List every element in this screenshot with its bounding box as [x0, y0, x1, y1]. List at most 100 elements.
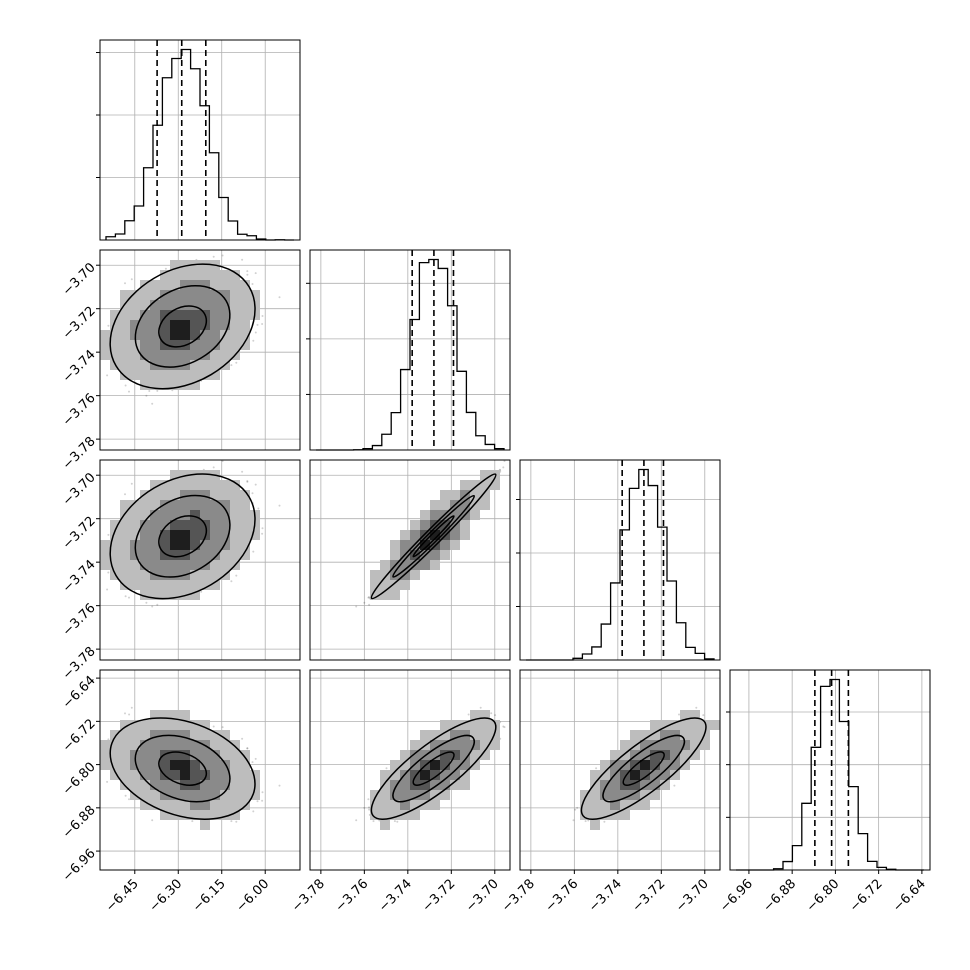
contour-2: [580, 717, 707, 821]
density-cell: [670, 770, 680, 780]
density-cell: [140, 380, 150, 390]
density-cell: [660, 770, 670, 780]
density-cell: [180, 720, 190, 730]
contour-0: [412, 751, 455, 786]
density-cell: [230, 790, 240, 800]
density-cell: [480, 730, 490, 740]
density-cell: [380, 780, 390, 790]
density-cell: [110, 560, 120, 570]
density-cell: [130, 300, 140, 310]
density-cell: [220, 350, 230, 360]
density-cell: [610, 790, 620, 800]
density-cell: [220, 270, 230, 280]
density-cell: [690, 730, 700, 740]
density-cell: [450, 740, 460, 750]
sample-point: [368, 808, 371, 811]
y-tick-label-3-2: −6.80: [60, 760, 99, 799]
density-cell: [130, 780, 140, 790]
density-cell: [630, 790, 640, 800]
density-cell: [650, 720, 660, 730]
sample-point: [145, 394, 148, 397]
density-cell: [170, 710, 180, 720]
density-cell: [440, 520, 450, 530]
density-cell: [160, 500, 170, 510]
density-cell: [180, 740, 190, 750]
density-cell: [150, 590, 160, 600]
density-cell: [130, 720, 140, 730]
sample-point: [124, 384, 127, 387]
density-cell: [190, 290, 200, 300]
density-cell: [120, 320, 130, 330]
density-cell: [620, 740, 630, 750]
density-cell: [210, 310, 220, 320]
panel-frame: [99, 249, 301, 451]
density-cell: [450, 750, 460, 760]
sample-point: [107, 738, 110, 741]
density-cell: [150, 490, 160, 500]
sample-point: [254, 483, 257, 486]
density-cell: [200, 510, 210, 520]
density-cell: [390, 570, 400, 580]
density-cell: [680, 740, 690, 750]
x-tick-label-2-1: −3.76: [543, 876, 582, 915]
density-cell: [440, 780, 450, 790]
sample-point: [130, 278, 133, 281]
sample-point: [106, 374, 109, 377]
sample-point: [363, 806, 366, 809]
density-cell: [470, 750, 480, 760]
density-cell: [110, 530, 120, 540]
density-cell: [470, 490, 480, 500]
density-cell: [390, 800, 400, 810]
sample-point: [278, 784, 281, 787]
density-cell: [150, 520, 160, 530]
density-cell: [200, 490, 210, 500]
x-tick-label-1-0: −3.78: [289, 876, 328, 915]
density-cell: [210, 770, 220, 780]
density-cell: [440, 740, 450, 750]
density-cell: [110, 340, 120, 350]
density-cell: [120, 370, 130, 380]
density-cell: [430, 520, 440, 530]
density-cell: [170, 730, 180, 740]
density-cell: [230, 740, 240, 750]
density-cell: [400, 760, 410, 770]
density-cell: [230, 550, 240, 560]
scatter-panel-3-0: −6.96−6.88−6.80−6.72−6.64−6.45 −6.30 −6.15…: [60, 669, 301, 915]
density-cell: [140, 590, 150, 600]
sample-point: [246, 480, 249, 483]
density-cell: [160, 340, 170, 350]
sample-point: [212, 466, 215, 469]
contour-1: [134, 494, 231, 578]
density-cell: [190, 590, 200, 600]
density-cell: [660, 740, 670, 750]
density-cell: [170, 510, 180, 520]
density-cell: [180, 300, 190, 310]
density-cell: [120, 500, 130, 510]
density-cell: [160, 720, 170, 730]
density-cell: [170, 360, 180, 370]
density-cell: [600, 800, 610, 810]
density-cell: [390, 550, 400, 560]
sample-point: [156, 603, 159, 606]
density-cell: [150, 800, 160, 810]
density-cell: [480, 500, 490, 510]
density-cell: [160, 300, 170, 310]
density-cell: [140, 540, 150, 550]
sample-point: [191, 820, 194, 823]
density-cell: [630, 750, 640, 760]
density-cell: [150, 730, 160, 740]
sample-point: [221, 254, 224, 257]
sample-point: [479, 706, 482, 709]
panel-frame: [309, 249, 511, 451]
density-cell: [690, 710, 700, 720]
density-cell: [150, 760, 160, 770]
density-cell: [450, 720, 460, 730]
density-cell: [200, 800, 210, 810]
density-cell: [700, 720, 710, 730]
density-cell: [190, 810, 200, 820]
sample-point: [490, 712, 493, 715]
density-cell: [620, 770, 630, 780]
density-cell: [170, 260, 180, 270]
density-cell: [380, 820, 390, 830]
density-cell: [230, 810, 240, 820]
